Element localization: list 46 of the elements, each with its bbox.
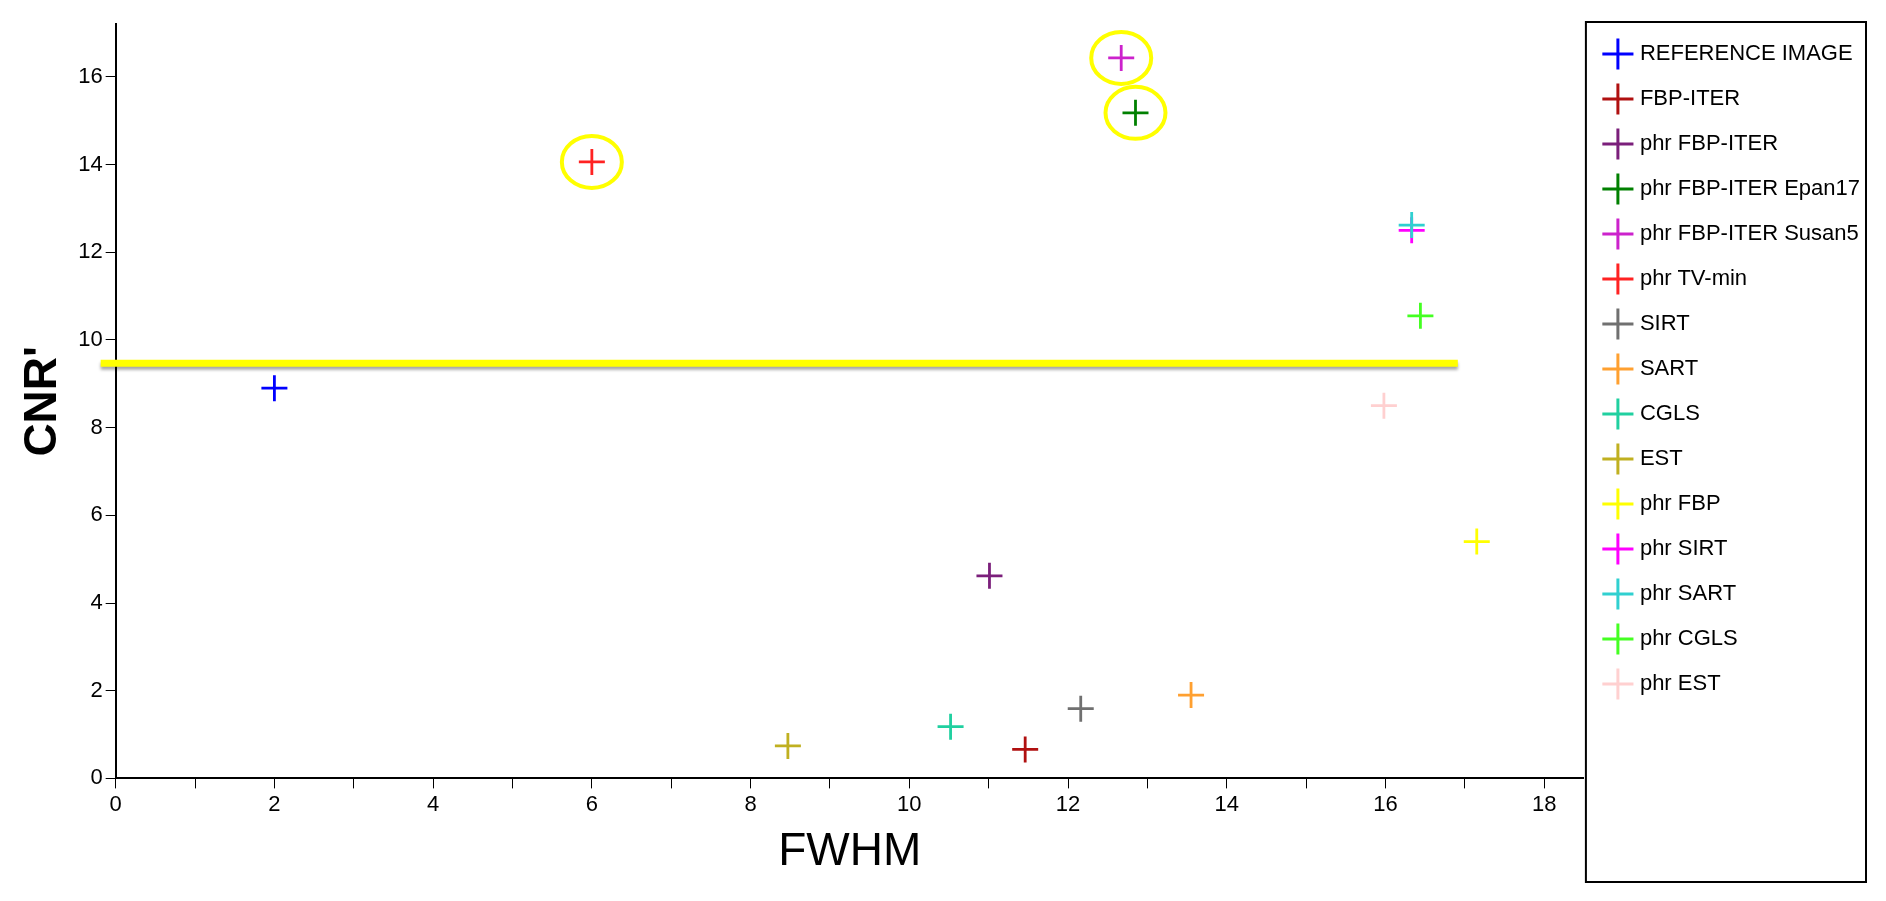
legend-label: phr SART (1639, 580, 1737, 606)
x-tick-label: 8 (744, 790, 757, 816)
x-tick-label: 16 (1373, 790, 1398, 816)
y-tick-label: 8 (90, 413, 103, 439)
x-tick-label: 2 (268, 790, 281, 816)
y-tick-label: 14 (78, 150, 103, 176)
legend-label: phr FBP-ITER Susan5 (1639, 220, 1859, 246)
point (1398, 212, 1425, 239)
point (1463, 528, 1490, 555)
point (1370, 392, 1397, 419)
x-tick-label: 4 (427, 790, 440, 816)
x-tick-label: 14 (1214, 790, 1240, 816)
x-tick-label: 12 (1055, 790, 1081, 816)
y-tick-label: 12 (78, 238, 103, 264)
y-axis-title: CNR' (14, 346, 67, 457)
legend-label: phr FBP-ITER (1639, 130, 1779, 156)
legend-label: CGLS (1639, 400, 1700, 426)
legend-label: REFERENCE IMAGE (1639, 40, 1853, 66)
legend-label: SART (1639, 355, 1699, 381)
y-tick-label: 10 (78, 325, 103, 351)
legend-label: phr FBP-ITER Epan17 (1639, 175, 1861, 201)
point (937, 713, 964, 740)
legend-label: phr CGLS (1639, 625, 1738, 651)
x-tick-label: 18 (1531, 790, 1557, 816)
x-axis-title: FWHM (778, 823, 922, 876)
y-tick-label: 16 (78, 62, 103, 88)
point (1012, 736, 1039, 763)
legend-label: phr EST (1639, 670, 1721, 696)
legend-label: FBP-ITER (1639, 85, 1741, 111)
x-tick-label: 6 (585, 790, 598, 816)
point (1067, 695, 1094, 722)
legend-label: SIRT (1639, 310, 1690, 336)
y-tick-label: 2 (90, 676, 103, 702)
point (261, 375, 288, 402)
point (1407, 302, 1434, 329)
point (976, 562, 1003, 589)
y-tick-label: 6 (90, 501, 103, 527)
legend-label: phr TV-min (1639, 265, 1748, 291)
legend-label: phr SIRT (1639, 535, 1728, 561)
point (774, 732, 801, 759)
y-tick-label: 4 (90, 589, 103, 615)
legend-label: EST (1639, 445, 1683, 471)
x-tick-label: 0 (109, 790, 122, 816)
y-tick-label: 0 (90, 764, 103, 790)
legend-label: phr FBP (1639, 490, 1721, 516)
x-tick-label: 10 (897, 790, 922, 816)
